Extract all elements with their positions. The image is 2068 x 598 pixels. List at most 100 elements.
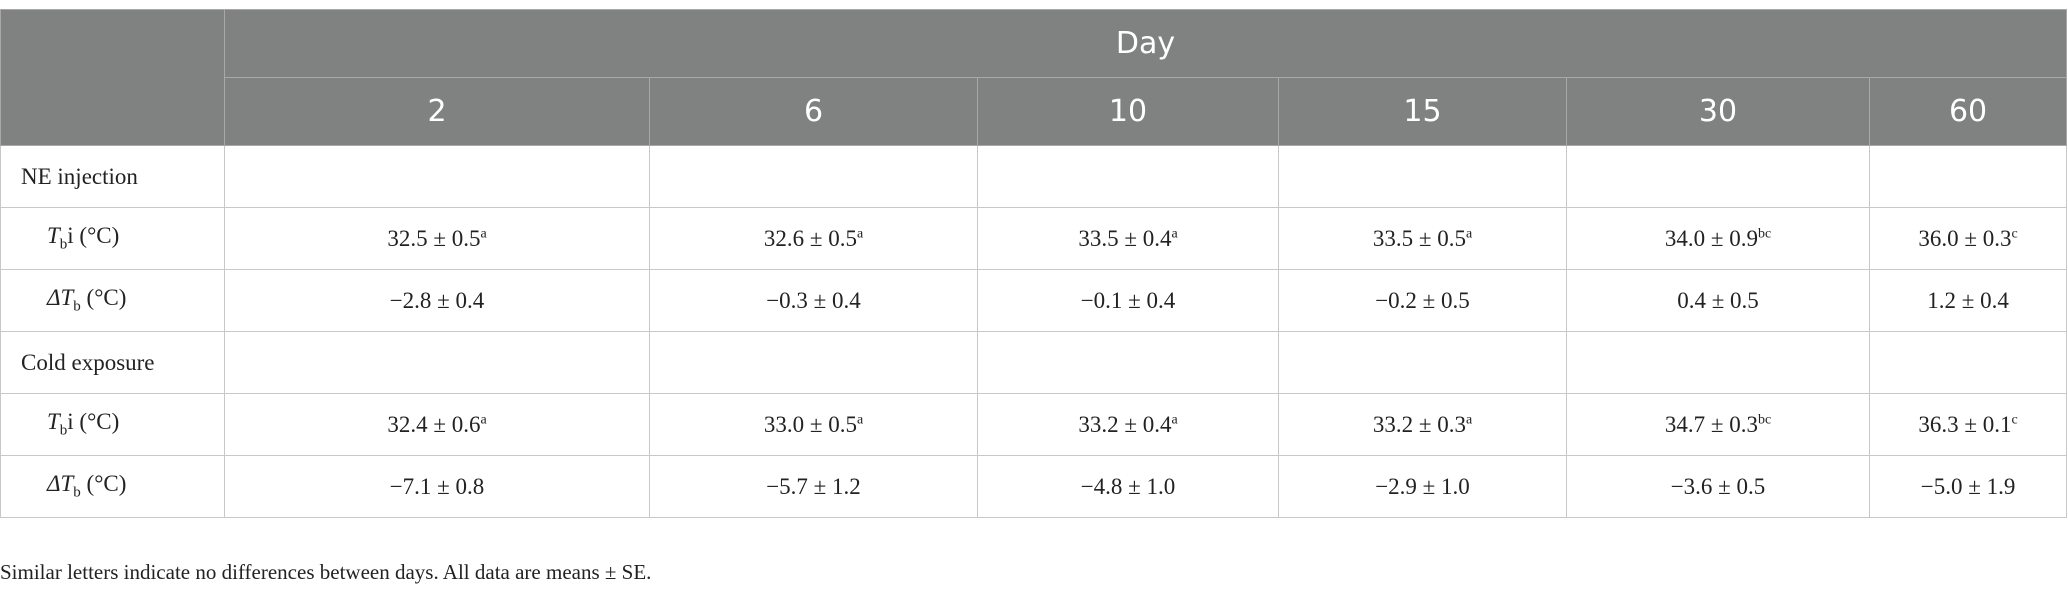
column-header: 15 bbox=[1278, 77, 1567, 146]
row-label: ΔTb (°C) bbox=[0, 269, 225, 332]
value: −4.8 ± 1.0 bbox=[1080, 473, 1176, 499]
value-cell: 34.7 ± 0.3bc bbox=[1566, 393, 1870, 456]
superscript: bc bbox=[1757, 225, 1772, 241]
column-header: 10 bbox=[977, 77, 1279, 146]
value: −3.6 ± 0.5 bbox=[1670, 473, 1766, 499]
value-cell: 0.4 ± 0.5 bbox=[1566, 269, 1870, 332]
value-cell: 33.2 ± 0.4a bbox=[977, 393, 1279, 456]
value: 33.2 ± 0.3 bbox=[1372, 411, 1466, 437]
value-cell: 1.2 ± 0.4 bbox=[1868, 269, 2068, 332]
superscript: c bbox=[2011, 411, 2018, 427]
empty-cell bbox=[1566, 331, 1870, 394]
column-header: 6 bbox=[649, 77, 978, 146]
label-subscript: b bbox=[59, 236, 68, 253]
label-symbol: T bbox=[47, 223, 60, 249]
group-header: Day bbox=[223, 9, 2068, 78]
row-label: Tbi (°C) bbox=[0, 207, 225, 270]
empty-cell bbox=[977, 145, 1279, 208]
value-cell: −5.7 ± 1.2 bbox=[649, 455, 978, 518]
label-symbol: ΔT bbox=[47, 471, 74, 497]
empty-cell bbox=[977, 331, 1279, 394]
value-cell: −7.1 ± 0.8 bbox=[224, 455, 650, 518]
superscript: a bbox=[480, 411, 487, 427]
superscript: a bbox=[856, 225, 864, 241]
value-cell: 34.0 ± 0.9bc bbox=[1566, 207, 1870, 270]
superscript: a bbox=[1465, 225, 1473, 241]
section-title: Cold exposure bbox=[0, 331, 225, 394]
data-table: Day 2 6 10 15 30 60 NE injection Tbi (°C) 32.5 ± … bbox=[0, 9, 2068, 518]
empty-cell bbox=[224, 331, 650, 394]
value-cell: 33.5 ± 0.4a bbox=[977, 207, 1279, 270]
label-subscript: b bbox=[73, 298, 81, 315]
row-label: Tbi (°C) bbox=[0, 393, 225, 456]
data-row: ΔTb (°C) −7.1 ± 0.8 −5.7 ± 1.2 −4.8 ± 1.0 −2… bbox=[0, 455, 2068, 518]
value-cell: −0.1 ± 0.4 bbox=[977, 269, 1279, 332]
column-header: 30 bbox=[1566, 77, 1870, 146]
corner-cell bbox=[0, 9, 225, 146]
empty-cell bbox=[1868, 331, 2068, 394]
value-cell: 33.0 ± 0.5a bbox=[649, 393, 978, 456]
value: 32.6 ± 0.5 bbox=[763, 225, 857, 251]
label-suffix: i (°C) bbox=[67, 409, 120, 435]
label-symbol: ΔT bbox=[47, 285, 74, 311]
value-cell: 32.6 ± 0.5a bbox=[649, 207, 978, 270]
value-cell: −0.3 ± 0.4 bbox=[649, 269, 978, 332]
value-cell: 33.5 ± 0.5a bbox=[1278, 207, 1567, 270]
empty-cell bbox=[649, 331, 978, 394]
empty-cell bbox=[1868, 145, 2068, 208]
empty-cell bbox=[224, 145, 650, 208]
header-row: Day bbox=[0, 9, 2068, 146]
value-cell: −4.8 ± 1.0 bbox=[977, 455, 1279, 518]
superscript: a bbox=[1171, 225, 1178, 241]
header-row: 2 6 10 15 30 60 bbox=[1, 77, 2068, 146]
section-row: NE injection bbox=[0, 145, 2068, 208]
section-title: NE injection bbox=[0, 145, 225, 208]
empty-cell bbox=[1278, 331, 1567, 394]
value: −0.2 ± 0.5 bbox=[1375, 287, 1470, 313]
label-symbol: T bbox=[47, 409, 60, 435]
value-cell: 32.5 ± 0.5a bbox=[224, 207, 650, 270]
superscript: a bbox=[856, 411, 864, 427]
value: 36.3 ± 0.1 bbox=[1918, 411, 2012, 437]
value: −0.3 ± 0.4 bbox=[766, 287, 861, 313]
value-cell: 36.3 ± 0.1c bbox=[1868, 393, 2068, 456]
value: −0.1 ± 0.4 bbox=[1080, 287, 1176, 313]
value: 36.0 ± 0.3 bbox=[1918, 225, 2012, 251]
column-header: 2 bbox=[224, 77, 650, 146]
value-cell: 36.0 ± 0.3c bbox=[1868, 207, 2068, 270]
value: −2.8 ± 0.4 bbox=[389, 287, 485, 313]
column-header: 60 bbox=[1868, 77, 2068, 146]
value: 32.5 ± 0.5 bbox=[387, 225, 481, 251]
empty-cell bbox=[1278, 145, 1567, 208]
value: 33.5 ± 0.4 bbox=[1078, 225, 1172, 251]
section-row: Cold exposure bbox=[0, 331, 2068, 394]
label-suffix: (°C) bbox=[80, 285, 127, 311]
superscript: c bbox=[2011, 225, 2018, 241]
value: −5.0 ± 1.9 bbox=[1920, 473, 2016, 499]
empty-cell bbox=[1566, 145, 1870, 208]
value: 34.0 ± 0.9 bbox=[1664, 225, 1758, 251]
value: 32.4 ± 0.6 bbox=[387, 411, 481, 437]
value: 1.2 ± 0.4 bbox=[1927, 287, 2009, 313]
value: 33.2 ± 0.4 bbox=[1078, 411, 1172, 437]
data-row: ΔTb (°C) −2.8 ± 0.4 −0.3 ± 0.4 −0.1 ± 0.4 −0… bbox=[0, 269, 2068, 332]
label-suffix: i (°C) bbox=[67, 223, 120, 249]
superscript: a bbox=[480, 225, 487, 241]
data-row: Tbi (°C) 32.5 ± 0.5a 32.6 ± 0.5a 33.5 ± 0.4… bbox=[0, 207, 2068, 270]
value-cell: 32.4 ± 0.6a bbox=[224, 393, 650, 456]
value-cell: −3.6 ± 0.5 bbox=[1566, 455, 1870, 518]
label-subscript: b bbox=[73, 484, 81, 501]
label-subscript: b bbox=[59, 422, 68, 439]
superscript: bc bbox=[1757, 411, 1772, 427]
value: 0.4 ± 0.5 bbox=[1677, 287, 1759, 313]
value-cell: −5.0 ± 1.9 bbox=[1868, 455, 2068, 518]
empty-cell bbox=[649, 145, 978, 208]
value: 33.0 ± 0.5 bbox=[763, 411, 857, 437]
data-row: Tbi (°C) 32.4 ± 0.6a 33.0 ± 0.5a 33.2 ± 0.4… bbox=[0, 393, 2068, 456]
value-cell: −0.2 ± 0.5 bbox=[1278, 269, 1567, 332]
row-label: ΔTb (°C) bbox=[0, 455, 225, 518]
value: 34.7 ± 0.3 bbox=[1664, 411, 1758, 437]
value: 33.5 ± 0.5 bbox=[1372, 225, 1466, 251]
value-cell: −2.8 ± 0.4 bbox=[224, 269, 650, 332]
